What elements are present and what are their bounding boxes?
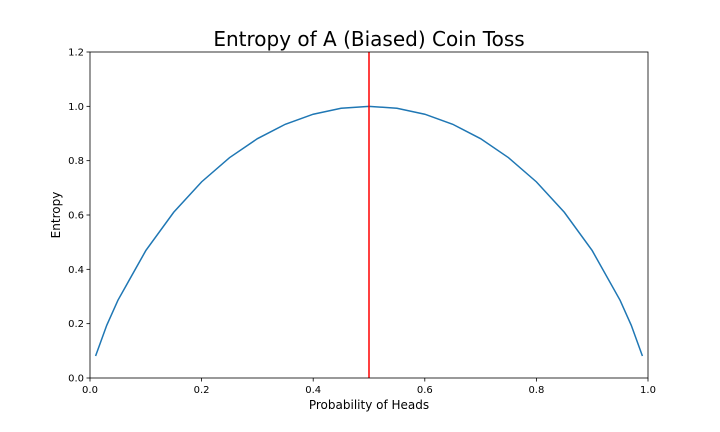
- x-tick-label: 0.4: [305, 385, 321, 396]
- x-axis-label: Probability of Heads: [309, 398, 429, 412]
- y-tick-label: 1.2: [68, 48, 84, 59]
- y-tick-label: 0.0: [68, 374, 84, 385]
- x-tick-label: 1.0: [640, 385, 656, 396]
- chart-title: Entropy of A (Biased) Coin Toss: [213, 27, 524, 51]
- y-tick-label: 0.4: [68, 265, 84, 276]
- y-axis: 0.0 0.2 0.4 0.6 0.8 1.0 1.2: [68, 48, 90, 385]
- plot-area: [89, 51, 649, 379]
- y-tick-label: 1.0: [68, 102, 84, 113]
- x-tick-label: 0.6: [417, 385, 433, 396]
- y-tick-label: 0.6: [68, 211, 84, 222]
- x-tick-label: 0.2: [194, 385, 210, 396]
- y-axis-label: Entropy: [49, 192, 63, 239]
- y-tick-label: 0.2: [68, 319, 84, 330]
- x-tick-label: 0.0: [82, 385, 98, 396]
- x-axis: 0.0 0.2 0.4 0.6 0.8 1.0: [82, 378, 656, 396]
- y-tick-label: 0.8: [68, 156, 84, 167]
- x-tick-label: 0.8: [528, 385, 544, 396]
